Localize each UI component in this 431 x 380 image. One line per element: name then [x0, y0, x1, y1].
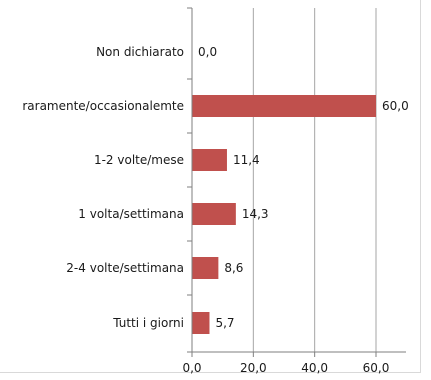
x-tick-label-0: 0,0: [182, 361, 201, 375]
grid-lines: [252, 8, 377, 352]
value-label-2: 11,4: [233, 153, 260, 167]
axes: [187, 7, 406, 357]
category-label-1: raramente/occasionalemte: [22, 99, 184, 113]
category-label-3: 1 volta/settimana: [78, 207, 184, 221]
bar-2: [192, 149, 227, 171]
bar-5: [192, 312, 210, 334]
x-tick-label-40: 40,0: [301, 361, 328, 375]
bars: [192, 95, 376, 334]
bar-1: [192, 95, 376, 117]
labels: Non dichiarato raramente/occasionalemte 1-…: [22, 45, 408, 375]
x-tick-label-60: 60,0: [363, 361, 390, 375]
value-label-5: 5,7: [215, 316, 234, 330]
chart-frame: Non dichiarato raramente/occasionalemte 1-…: [0, 0, 421, 375]
category-label-0: Non dichiarato: [96, 45, 184, 59]
category-label-2: 1-2 volte/mese: [94, 153, 184, 167]
bar-4: [192, 257, 219, 279]
value-label-4: 8,6: [224, 261, 243, 275]
value-label-1: 60,0: [382, 99, 409, 113]
bar-3: [192, 203, 236, 225]
category-label-4: 2-4 volte/settimana: [66, 261, 184, 275]
value-label-3: 14,3: [242, 207, 269, 221]
category-label-5: Tutti i giorni: [112, 316, 184, 330]
x-tick-label-20: 20,0: [240, 361, 267, 375]
value-label-0: 0,0: [198, 45, 217, 59]
